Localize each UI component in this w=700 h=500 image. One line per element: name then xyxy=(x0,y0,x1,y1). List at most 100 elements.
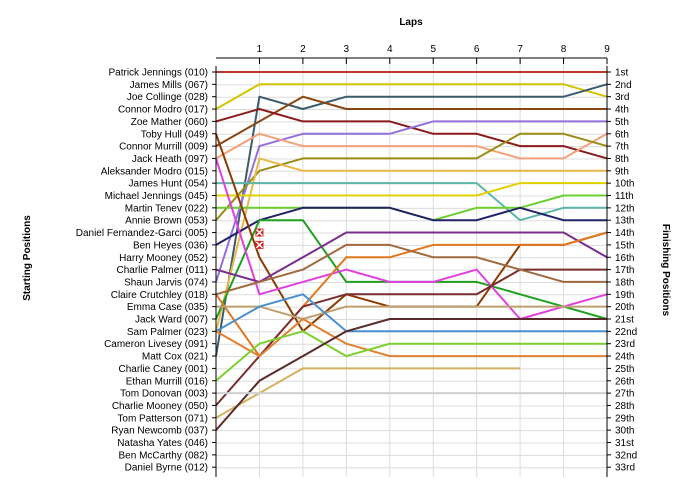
finishing-position-label: 20th xyxy=(615,302,634,313)
series-line xyxy=(215,243,607,296)
finishing-position-label: 1st xyxy=(615,68,629,79)
starting-position-label: Ben Heyes (036) xyxy=(133,240,208,251)
finishing-position-label: 2nd xyxy=(615,80,632,91)
lap-tick-label: 7 xyxy=(517,44,523,55)
starting-position-label: Natasha Yates (046) xyxy=(117,438,208,449)
lap-tick-label: 1 xyxy=(257,44,263,55)
finishing-position-label: 4th xyxy=(615,105,629,116)
starting-position-label: Joe Collinge (028) xyxy=(127,92,208,103)
finishing-position-label: 22nd xyxy=(615,327,637,338)
series-line xyxy=(215,206,607,246)
starting-position-label: Daniel Fernandez-Garci (005) xyxy=(76,228,208,239)
series-line xyxy=(215,158,608,320)
series-line xyxy=(215,293,607,333)
lap-tick-label: 6 xyxy=(474,44,480,55)
starting-position-label: Cameron Livesey (091) xyxy=(104,339,208,350)
starting-position-label: Michael Jennings (045) xyxy=(105,191,208,202)
retirement-marker-cross xyxy=(255,229,263,237)
chart-title: Laps xyxy=(399,17,423,28)
starting-position-label: Jack Heath (097) xyxy=(132,154,208,165)
finishing-position-label: 33rd xyxy=(615,463,635,474)
finishing-position-label: 11th xyxy=(615,191,634,202)
finishing-position-label: 26th xyxy=(615,376,634,387)
starting-position-label: Aleksander Modro (015) xyxy=(101,166,208,177)
series-line xyxy=(215,367,521,419)
finishing-position-label: 19th xyxy=(615,290,634,301)
lap-tick-label: 8 xyxy=(561,44,567,55)
starting-position-label: Claire Crutchley (018) xyxy=(111,290,208,301)
series-line xyxy=(215,318,607,431)
series-line xyxy=(215,268,607,407)
finishing-position-label: 15th xyxy=(615,240,634,251)
starting-position-label: Ryan Newcomb (037) xyxy=(111,426,208,437)
starting-position-label: Tom Donovan (003) xyxy=(120,389,208,400)
lap-tick-label: 3 xyxy=(344,44,350,55)
series-line xyxy=(215,157,607,332)
starting-position-label: Toby Hull (049) xyxy=(141,129,208,140)
series-line xyxy=(216,182,607,197)
finishing-position-label: 30th xyxy=(615,426,634,437)
starting-position-label: Jack Ward (007) xyxy=(135,315,208,326)
starting-position-label: Charlie Mooney (050) xyxy=(112,401,208,412)
finishing-position-label: 29th xyxy=(615,413,634,424)
lap-tick-label: 4 xyxy=(387,44,393,55)
finishing-position-label: 6th xyxy=(615,129,629,140)
y-axis-right-title: Finishing Positions xyxy=(660,224,671,317)
finishing-position-label: 10th xyxy=(615,179,634,190)
finishing-position-label: 9th xyxy=(615,166,629,177)
finishing-position-label: 24th xyxy=(615,352,634,363)
starting-position-label: Connor Murrill (009) xyxy=(119,142,208,153)
series-line xyxy=(215,83,608,110)
starting-position-label: Shaun Jarvis (074) xyxy=(124,277,208,288)
finishing-position-label: 16th xyxy=(615,253,634,264)
retirement-marker xyxy=(255,228,264,237)
axes xyxy=(215,57,608,477)
finishing-position-label: 18th xyxy=(615,277,634,288)
starting-position-label: Matt Cox (021) xyxy=(142,352,208,363)
finishing-position-label: 14th xyxy=(615,228,634,239)
finishing-position-label: 7th xyxy=(615,142,629,153)
lap-tick-label: 5 xyxy=(430,44,436,55)
finishing-position-label: 23rd xyxy=(615,339,635,350)
labels: Laps Starting Positions Finishing Positi… xyxy=(22,17,671,474)
finishing-position-label: 12th xyxy=(615,203,634,214)
finishing-position-label: 31st xyxy=(615,438,634,449)
series-line xyxy=(215,95,607,147)
starting-position-label: Sam Palmer (023) xyxy=(127,327,208,338)
starting-position-label: Emma Case (035) xyxy=(127,302,208,313)
starting-position-label: Connor Modro (017) xyxy=(118,105,208,116)
starting-position-label: Ethan Murrill (016) xyxy=(126,376,208,387)
starting-position-label: Martin Tenev (022) xyxy=(125,203,208,214)
y-axis-left-title: Starting Positions xyxy=(22,215,33,301)
finishing-position-label: 5th xyxy=(615,117,629,128)
starting-position-label: Patrick Jennings (010) xyxy=(109,68,209,79)
retirement-markers xyxy=(255,228,264,249)
starting-position-label: Annie Brown (053) xyxy=(125,216,208,227)
lap-tick-label: 2 xyxy=(300,44,306,55)
series-line xyxy=(215,132,608,160)
starting-position-label: Charlie Palmer (011) xyxy=(116,265,208,276)
starting-position-label: Tom Patterson (071) xyxy=(117,413,208,424)
finishing-position-label: 8th xyxy=(615,154,629,165)
finishing-position-label: 28th xyxy=(615,401,634,412)
finishing-position-label: 32nd xyxy=(615,450,637,461)
starting-position-label: Daniel Byrne (012) xyxy=(125,463,208,474)
starting-position-label: Charlie Caney (001) xyxy=(119,364,209,375)
finishing-position-label: 3rd xyxy=(615,92,629,103)
lap-tick-label: 9 xyxy=(604,44,610,55)
starting-position-label: Harry Mooney (052) xyxy=(119,253,208,264)
finishing-position-label: 21st xyxy=(615,315,634,326)
series-lines xyxy=(215,71,608,431)
starting-position-label: James Mills (067) xyxy=(130,80,208,91)
series-line xyxy=(215,231,608,283)
retirement-marker-cross xyxy=(255,241,263,249)
series-line xyxy=(215,83,608,357)
series-line xyxy=(216,305,607,320)
starting-position-label: James Hunt (054) xyxy=(129,179,208,190)
finishing-position-label: 13th xyxy=(615,216,634,227)
finishing-position-label: 27th xyxy=(615,389,634,400)
retirement-marker xyxy=(255,240,264,249)
series-line xyxy=(215,330,607,382)
